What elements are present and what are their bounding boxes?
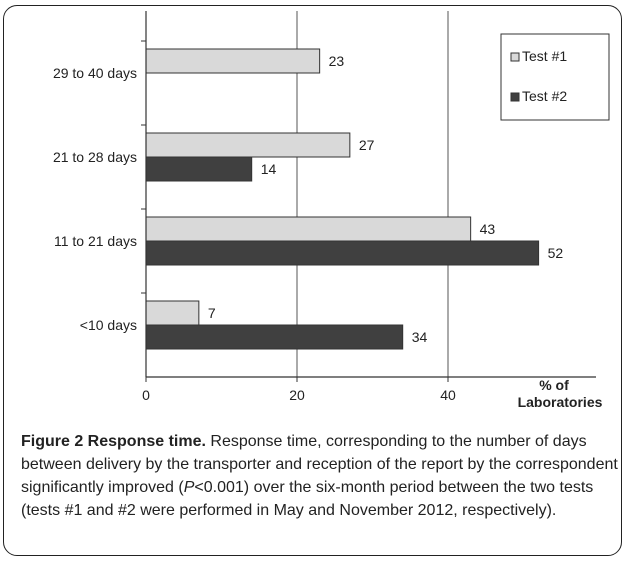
bar-10-days-series-2: [145, 324, 404, 350]
caption-text-part2: <0.001) over the six-month period betwee…: [21, 479, 594, 519]
data-label-29-to-40-days-series-1: 23: [329, 53, 345, 69]
bar-chart: 23 27 14 43 52 7 34 % of Laboratories 0 20 40 29 …: [53, 11, 610, 410]
data-label-11-to-21-days-series-2: 52: [548, 245, 564, 261]
bar-10-days-series-1: [145, 300, 200, 326]
x-tick-label-40: 40: [440, 387, 456, 403]
caption-p-symbol: P: [183, 479, 195, 496]
caption-text-part1: Response time, corresponding to the numb…: [21, 433, 618, 496]
bar-11-to-21-days-series-2: [145, 240, 540, 266]
x-axis-label-line2: Laboratories: [518, 394, 603, 410]
category-label-29-to-40-days: 29 to 40 days: [53, 65, 137, 81]
legend-box: [500, 33, 610, 121]
legend-label-test-2: Test #2: [522, 88, 567, 104]
legend-swatch-test-2: [510, 92, 520, 102]
legend-label-test-1: Test #1: [522, 48, 567, 64]
data-label-21-to-28-days-series-2: 14: [261, 161, 277, 177]
bars-layer: 23 27 14 43 52 7 34: [145, 48, 564, 350]
caption-label: Figure 2 Response time.: [21, 433, 206, 450]
axis-layer: % of Laboratories 0 20 40 29 to 40 days 21 t…: [53, 11, 603, 410]
category-label-11-to-21-days: 11 to 21 days: [54, 233, 137, 249]
category-label-10-days: <10 days: [80, 317, 137, 333]
data-label-10-days-series-1: 7: [208, 305, 216, 321]
data-label-21-to-28-days-series-1: 27: [359, 137, 375, 153]
x-tick-label-20: 20: [289, 387, 305, 403]
x-tick-label-0: 0: [142, 387, 150, 403]
data-label-11-to-21-days-series-1: 43: [480, 221, 496, 237]
data-label-10-days-series-2: 34: [412, 329, 428, 345]
category-label-21-to-28-days: 21 to 28 days: [53, 149, 137, 165]
bar-21-to-28-days-series-1: [145, 132, 351, 158]
legend-swatch-test-1: [510, 52, 520, 62]
x-axis-label-line1: % of: [539, 377, 569, 393]
legend: Test #1 Test #2: [500, 33, 610, 121]
bar-21-to-28-days-series-2: [145, 156, 253, 182]
figure-frame: 23 27 14 43 52 7 34 % of Laboratories 0 20 40 29 …: [3, 5, 622, 556]
figure-caption: Figure 2 Response time. Response time, c…: [21, 430, 619, 522]
bar-11-to-21-days-series-1: [145, 216, 472, 242]
bar-29-to-40-days-series-1: [145, 48, 321, 74]
